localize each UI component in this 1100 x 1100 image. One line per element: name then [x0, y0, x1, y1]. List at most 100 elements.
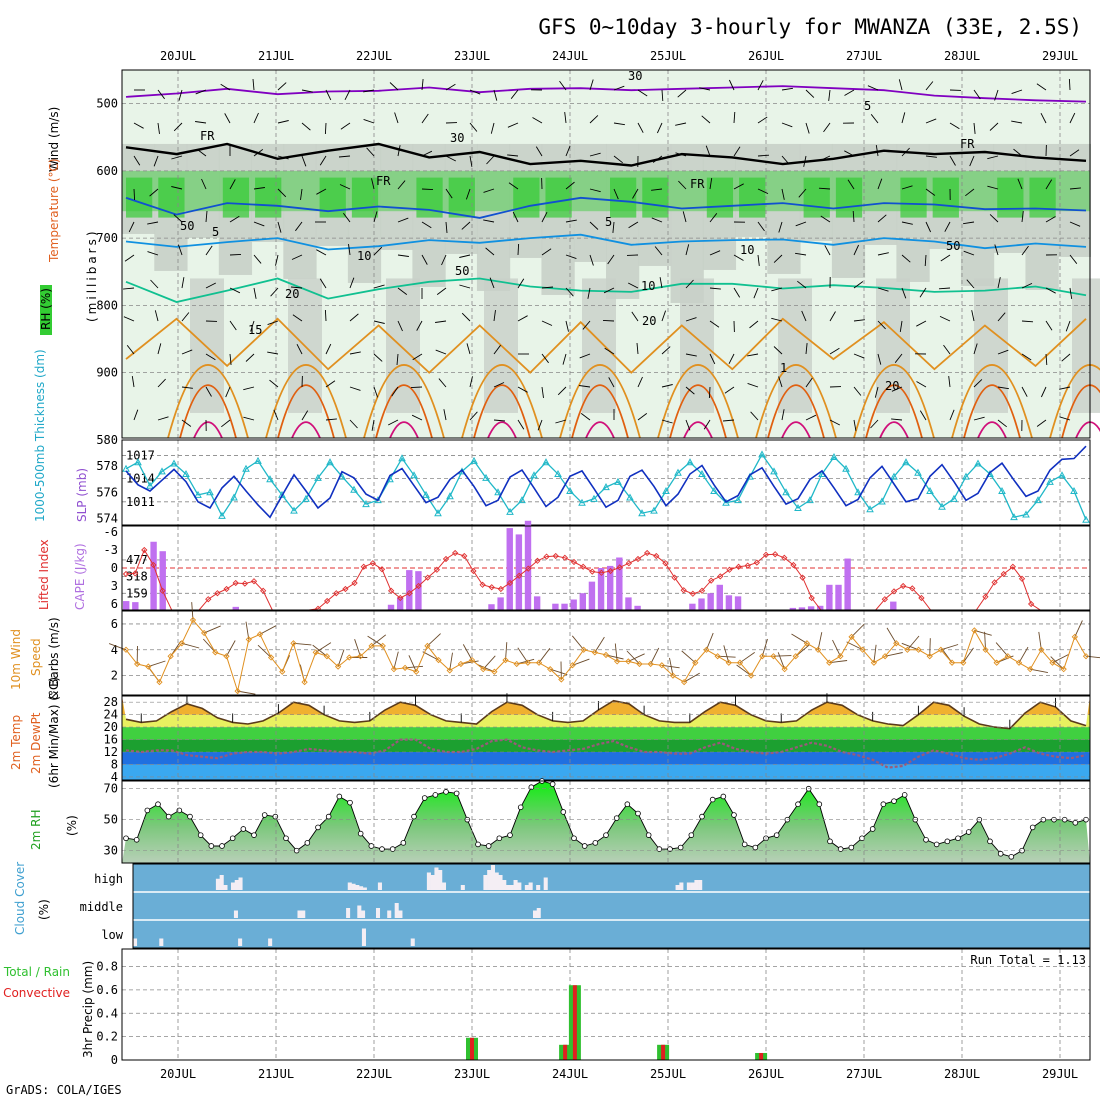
rh-tick: 70: [104, 782, 118, 796]
wind-point: [223, 653, 230, 660]
rh-column: [386, 278, 420, 413]
wind-barb: [157, 89, 165, 100]
wind-barb: [949, 409, 955, 421]
rh-point: [165, 813, 172, 820]
contour-label: 1: [780, 361, 787, 375]
wind-barb: [608, 377, 615, 388]
wind-barb: [389, 82, 399, 91]
wind-barb: [316, 188, 327, 195]
wind-barb: [948, 376, 951, 388]
thickness-point: [422, 490, 430, 498]
wind-barb: [661, 664, 680, 669]
rh-shade-green: [222, 177, 250, 218]
wind-barb: [171, 186, 183, 190]
wind-barb: [1040, 386, 1047, 398]
wind-barb: [728, 353, 735, 365]
li-tick: -3: [104, 543, 118, 557]
thickness-point: [230, 493, 238, 501]
wind-speed-line: [125, 619, 1087, 694]
wind-barb: [325, 343, 332, 355]
wind-barb: [371, 419, 375, 431]
wind-barb: [245, 353, 255, 362]
ylabel-cloud-unit: (%): [37, 899, 51, 920]
rh-shade-green: [1029, 177, 1056, 218]
li-point: [534, 557, 541, 564]
wind-barb: [1021, 353, 1032, 361]
cloud-cell: [347, 882, 352, 890]
cloud-cell: [238, 877, 243, 890]
rh-point: [923, 836, 929, 843]
wind-barb: [971, 310, 975, 322]
thickness-point: [350, 485, 358, 493]
wind-barb: [685, 353, 697, 357]
wind-barb: [708, 386, 711, 399]
x-tick-bottom: 27JUL: [846, 1067, 882, 1081]
wind-barb: [829, 419, 841, 426]
wind-tick: 4: [111, 643, 118, 657]
li-point: [1000, 570, 1007, 578]
li-point: [772, 551, 779, 558]
li-point: [735, 563, 742, 570]
rh-shade-green: [642, 177, 669, 218]
rh-shade-gray: [283, 143, 317, 279]
cloud-cell: [362, 887, 367, 890]
rh-point: [731, 812, 737, 818]
wind10-frame: [121, 610, 1091, 696]
wind-barb: [229, 179, 236, 190]
wind-barb: [1021, 282, 1033, 289]
wind-point: [781, 666, 788, 673]
wind-barb: [267, 351, 279, 355]
cape-bar: [707, 593, 714, 610]
cape-bar: [561, 603, 568, 610]
wind-point: [725, 659, 732, 666]
thickness-point: [218, 511, 226, 519]
cape-bar: [807, 606, 815, 610]
y-tick-label: 800: [96, 298, 118, 312]
legend-total-rain: Total / Rain: [3, 965, 70, 979]
wind-barb: [829, 347, 840, 355]
wind-barb: [319, 155, 327, 166]
wind-barb: [612, 221, 615, 233]
upper-air-panel: 500 600 700 800 900 FR FR FR FR 5 5 5 10 10 10 15 20 20 20…: [96, 69, 1100, 439]
wind-barb: [579, 353, 591, 359]
wind-barb: [924, 254, 927, 267]
thickness-point: [782, 488, 790, 496]
wind-barb: [867, 85, 879, 91]
wind-point: [424, 642, 431, 650]
rh-shade-green: [997, 177, 1024, 218]
wind-barb: [229, 215, 240, 223]
wind-point: [960, 659, 967, 666]
wind-barb: [363, 118, 375, 124]
li-point: [890, 588, 898, 595]
wind-barb: [259, 625, 277, 635]
wind-barb: [589, 188, 601, 193]
wind-barb: [685, 244, 690, 256]
wind-barb: [312, 644, 328, 657]
rh-point: [997, 850, 1004, 857]
wind-barb: [195, 89, 207, 95]
wind-barb: [301, 155, 307, 167]
y-tick-label: 900: [96, 366, 118, 380]
ylabel-rh: RH (%): [39, 288, 53, 330]
wind-barb: [253, 112, 259, 124]
wind-barb: [541, 353, 549, 364]
wind-barb: [128, 221, 135, 233]
thickness-tick: 574: [96, 511, 118, 525]
wind-barb: [517, 315, 528, 322]
li-point: [543, 553, 550, 560]
wind-point: [1038, 646, 1045, 653]
thickness-point: [974, 459, 982, 467]
thickness-point: [242, 464, 250, 472]
li-point: [397, 594, 404, 602]
li-point: [1028, 600, 1035, 608]
wind-barb: [373, 246, 383, 256]
wind-point: [145, 663, 152, 670]
thickness-point: [254, 456, 262, 464]
wind-barb: [469, 89, 481, 95]
wind-barb: [685, 279, 694, 289]
wind-barb: [874, 386, 879, 398]
rh-tick: 50: [104, 813, 118, 827]
cloud-cell: [536, 885, 541, 890]
wind-barb: [565, 320, 569, 332]
x-tick-top: 22JUL: [356, 49, 392, 63]
